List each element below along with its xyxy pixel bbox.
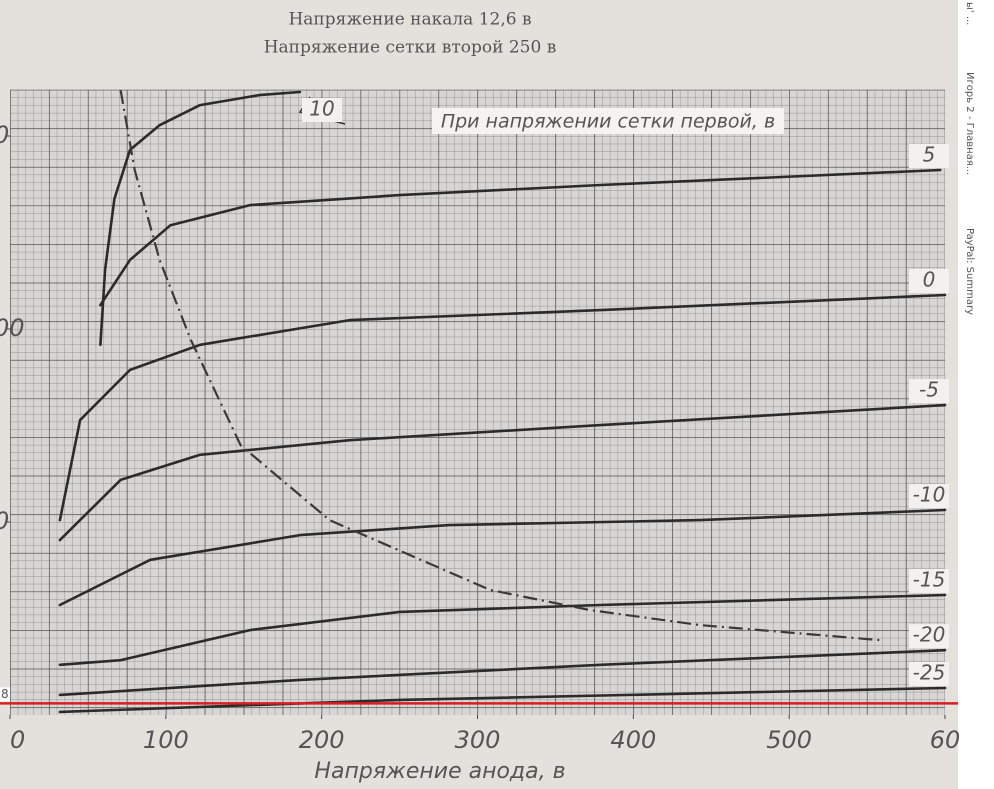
curve — [58, 648, 947, 697]
y-tick-label: 0 — [0, 507, 9, 535]
series-label-box — [909, 661, 949, 686]
series-label: -5 — [919, 378, 939, 402]
annotation: При напряжении сетки первой, в — [441, 111, 775, 133]
y-tick-label: 0 — [0, 121, 9, 149]
annotation-box — [432, 108, 784, 134]
x-axis-label: Напряжение анода, в — [314, 759, 565, 784]
x-tick-label: 0 — [10, 726, 25, 754]
x-tick-label: 400 — [610, 726, 656, 754]
curve — [99, 168, 942, 307]
x-tick-label: 100 — [143, 726, 189, 754]
series-label-box — [302, 98, 342, 122]
series-label: -15 — [913, 567, 946, 591]
red-line-label-box — [0, 687, 10, 702]
x-tick-label: 300 — [455, 726, 501, 754]
curve — [58, 686, 947, 714]
curve — [58, 593, 947, 667]
x-tick-label: 500 — [766, 726, 812, 754]
series-label-box — [909, 484, 949, 509]
series-label: 0 — [923, 268, 936, 292]
curve — [99, 90, 302, 347]
series-label-box — [909, 568, 949, 593]
series-label-box — [909, 143, 949, 168]
x-tick-label: 60 — [930, 726, 961, 754]
series-label-box — [909, 269, 949, 294]
curve — [58, 508, 947, 607]
subtitle: Напряжение сетки второй 250 в — [264, 38, 557, 58]
dissipation-curve — [119, 89, 880, 642]
x-tick-label: 200 — [299, 726, 345, 754]
series-label: -10 — [913, 483, 946, 507]
series-label: 10 — [309, 97, 334, 121]
y-tick-label: 00 — [0, 314, 25, 342]
sidebar-item[interactable]: PayPal: Summary — [964, 228, 975, 315]
series-label: -20 — [913, 623, 946, 647]
series-label: -25 — [913, 660, 946, 684]
coarse-grid — [10, 89, 945, 715]
sidebar-item[interactable]: Игорь 2 - Главная... — [964, 72, 975, 175]
sidebar-item[interactable]: ы' ... — [964, 2, 975, 25]
curve — [58, 403, 947, 542]
series-label: 5 — [923, 142, 936, 166]
series-label-box — [909, 379, 949, 404]
browser-sidebar — [958, 0, 994, 789]
title: Напряжение накала 12,6 в — [288, 10, 531, 30]
red-line-label: 8 — [1, 687, 9, 701]
series-label-box — [909, 624, 949, 649]
curve — [58, 293, 947, 522]
